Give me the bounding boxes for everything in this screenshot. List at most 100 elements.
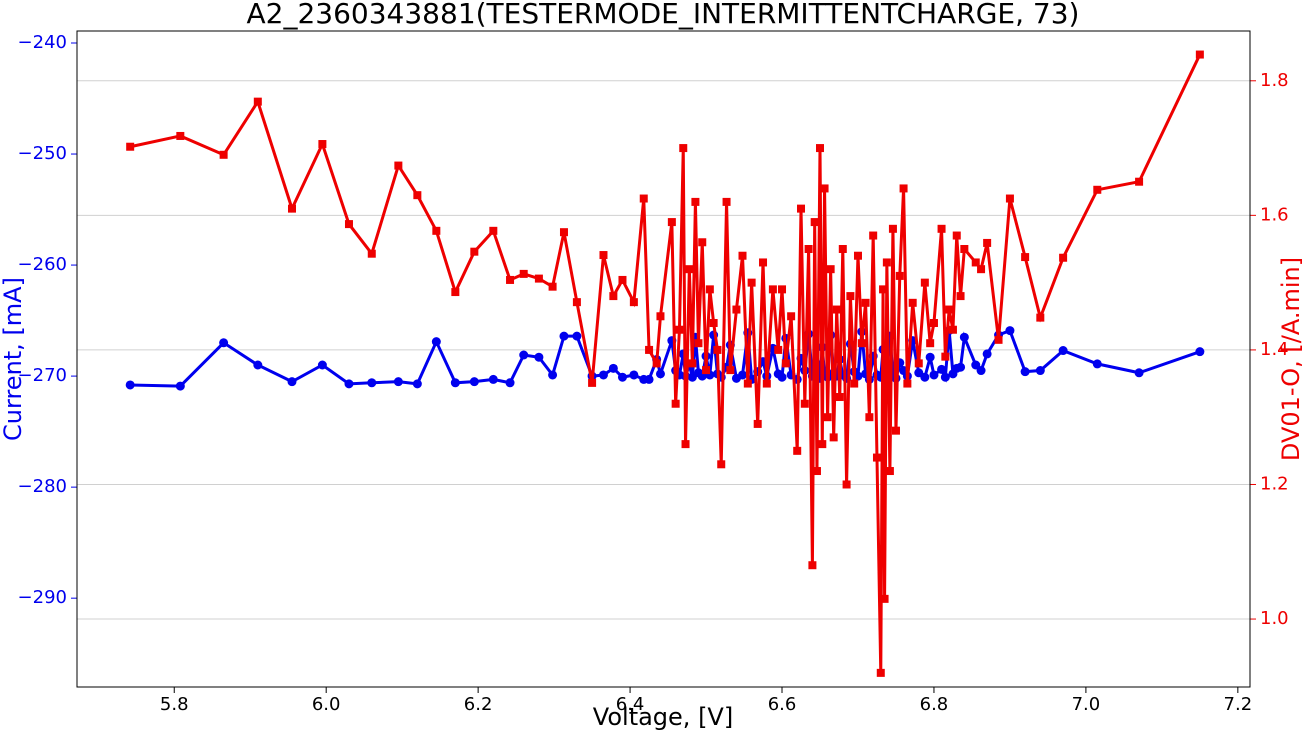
point (219, 338, 229, 348)
y-tick-label: −270 (18, 365, 67, 386)
point (800, 399, 809, 408)
point (937, 364, 947, 374)
point (920, 372, 930, 382)
point (952, 231, 961, 240)
point (994, 335, 1003, 344)
point (691, 197, 700, 206)
point (920, 278, 929, 287)
point (768, 285, 777, 294)
point (317, 360, 327, 370)
point (688, 359, 697, 368)
point (1005, 194, 1014, 203)
point (797, 204, 806, 213)
point (882, 258, 891, 267)
x-tick-label: 6.2 (464, 694, 493, 715)
point (253, 360, 263, 370)
point (861, 298, 870, 307)
point (732, 305, 741, 314)
point (832, 305, 841, 314)
point (534, 274, 543, 283)
point (432, 226, 441, 235)
point (820, 184, 829, 193)
point (639, 194, 648, 203)
point (219, 150, 228, 159)
point (983, 238, 992, 247)
point (572, 331, 582, 341)
point (891, 426, 900, 435)
point (1093, 185, 1102, 194)
point (726, 366, 735, 375)
point (644, 374, 654, 384)
point (431, 337, 441, 347)
y-tick-label: −240 (18, 32, 67, 53)
point (599, 251, 608, 260)
point (888, 224, 897, 233)
point (559, 331, 569, 341)
point (926, 339, 935, 348)
point (685, 265, 694, 274)
point (940, 372, 950, 382)
point (787, 312, 796, 321)
point (857, 339, 866, 348)
point (753, 419, 762, 428)
point (971, 258, 980, 267)
x-tick-label: 6.8 (920, 694, 949, 715)
point (816, 144, 825, 153)
point (679, 144, 688, 153)
point (413, 191, 422, 200)
point (929, 319, 938, 328)
point (885, 467, 894, 476)
point (713, 345, 722, 354)
point (608, 363, 618, 373)
point (519, 350, 529, 360)
point (702, 366, 711, 375)
point (470, 247, 479, 256)
point (869, 231, 878, 240)
point (671, 399, 680, 408)
point (675, 325, 684, 334)
point (876, 668, 885, 677)
x-tick-label: 7.2 (1224, 694, 1253, 715)
point (899, 184, 908, 193)
point (956, 292, 965, 301)
y2-tick-label: 1.2 (1260, 473, 1289, 494)
point (1092, 359, 1102, 369)
point (826, 265, 835, 274)
point (645, 345, 654, 354)
point (812, 467, 821, 476)
point (850, 379, 859, 388)
point (872, 453, 881, 462)
point (698, 238, 707, 247)
point (1195, 50, 1204, 59)
point (469, 377, 479, 387)
point (823, 413, 832, 422)
point (450, 378, 460, 388)
x-tick-label: 6.0 (312, 694, 341, 715)
point (722, 197, 731, 206)
point (810, 218, 819, 227)
point (175, 381, 185, 391)
point (367, 249, 376, 258)
point (956, 362, 966, 372)
point (879, 285, 888, 294)
point (971, 360, 981, 370)
point (287, 377, 297, 387)
point (656, 312, 665, 321)
point (559, 228, 568, 237)
point (667, 218, 676, 227)
point (747, 278, 756, 287)
point (743, 379, 752, 388)
point (694, 339, 703, 348)
y-tick-label: −260 (18, 254, 67, 275)
point (393, 377, 403, 387)
point (804, 244, 813, 253)
y2-tick-label: 1.6 (1260, 204, 1289, 225)
y2-tick-label: 1.8 (1260, 70, 1289, 91)
point (451, 288, 460, 297)
point (759, 258, 768, 267)
point (709, 319, 718, 328)
point (977, 265, 986, 274)
point (945, 305, 954, 314)
point (777, 372, 787, 382)
